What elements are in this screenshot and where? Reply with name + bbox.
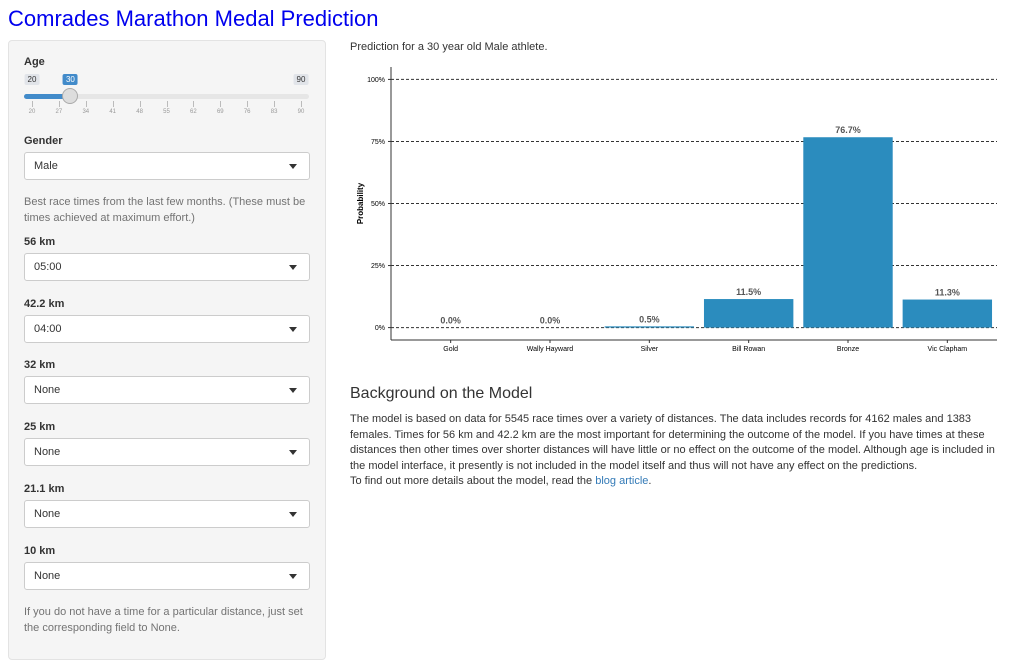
field-label: 21.1 km (24, 483, 65, 495)
field-value: None (34, 508, 61, 520)
field-select[interactable]: None (24, 438, 310, 466)
gender-select[interactable]: Male (24, 152, 310, 180)
field-select[interactable]: 05:00 (24, 253, 310, 281)
paragraph: . (648, 475, 652, 488)
y-tick-label: 100% (367, 77, 385, 84)
section-text: The model is based on data for 5545 race… (350, 412, 1002, 490)
slider-tick (58, 101, 60, 107)
gender-value: Male (34, 160, 58, 172)
slider-fill (24, 94, 71, 99)
chart: 0% 25% 50% 75% 100% Probability 0.0% Gold 0.0% Wa… (356, 67, 997, 353)
slider-tick-label: 62 (190, 109, 197, 115)
age-label: Age (24, 56, 45, 68)
slider-tick-label: 90 (297, 109, 305, 115)
value-label: 0.0% (440, 316, 461, 326)
bar (604, 326, 695, 328)
bar (703, 299, 794, 328)
paragraph: The model is based on data for 5545 race… (350, 413, 995, 472)
slider-tick-label: 48 (136, 109, 143, 115)
slider-tick-label: 27 (55, 109, 63, 115)
slider-tick (301, 101, 302, 107)
x-tick-label: Wally Hayward (527, 346, 574, 353)
y-tick-label: 0% (375, 325, 385, 332)
slider-tick (247, 101, 249, 107)
sidebar-footnote: If you do not have a time for a particul… (24, 606, 303, 634)
slider-track (24, 94, 309, 99)
field-value: None (34, 446, 61, 458)
slider-tick-label: 34 (82, 109, 90, 115)
value-label: 0.0% (540, 316, 561, 326)
slider-max: 90 (293, 74, 309, 85)
field-select[interactable]: 04:00 (24, 315, 310, 343)
sidebar-panel (8, 40, 326, 660)
gender-label: Gender (24, 135, 63, 147)
field-select[interactable]: None (24, 562, 310, 590)
field-value: None (34, 570, 61, 582)
slider-tick-label: 69 (216, 109, 224, 115)
value-label: 76.7% (835, 125, 861, 135)
slider-knob[interactable] (62, 88, 79, 104)
app-title: Comrades Marathon Medal Prediction (8, 6, 379, 31)
blog-link[interactable]: blog article (595, 475, 649, 488)
x-tick-label: Bronze (837, 346, 859, 353)
slider-tick (85, 101, 87, 107)
bar (803, 137, 893, 328)
slider-value: 30 (62, 74, 78, 85)
slider-tick (274, 101, 276, 107)
bar (902, 299, 993, 328)
slider-min: 20 (24, 74, 40, 85)
field-label: 25 km (24, 421, 56, 433)
value-label: 0.5% (639, 314, 660, 324)
field-label: 32 km (24, 359, 56, 371)
sidebar-note: Best race times from the last few months… (24, 196, 306, 224)
x-tick-label: Vic Clapham (928, 346, 968, 353)
slider-tick (166, 101, 168, 107)
slider-tick-label: 20 (28, 109, 36, 115)
slider-tick-label: 55 (163, 109, 170, 115)
x-tick-label: Bill Rowan (732, 346, 765, 353)
field-label: 56 km (24, 236, 56, 248)
field-select[interactable]: None (24, 500, 310, 528)
field-label: 42.2 km (24, 298, 65, 310)
slider-tick (220, 101, 222, 107)
paragraph: To find out more details about the model… (350, 475, 596, 488)
value-label: 11.5% (736, 287, 761, 297)
slider-tick-label: 83 (270, 109, 278, 115)
x-tick-label: Gold (443, 346, 458, 353)
y-tick-label: 25% (371, 263, 385, 270)
field-select[interactable]: None (24, 376, 310, 404)
field-label: 10 km (24, 545, 56, 557)
y-axis-label: Probability (356, 182, 365, 224)
field-value: 05:00 (34, 261, 62, 273)
slider-tick-label: 41 (109, 109, 117, 115)
x-tick-label: Silver (641, 346, 659, 353)
field-value: None (34, 384, 61, 396)
value-label: 11.3% (935, 288, 960, 298)
field-value: 04:00 (34, 323, 62, 335)
prediction-text: Prediction for a 30 year old Male athlet… (350, 41, 548, 53)
slider-tick (139, 101, 141, 107)
y-tick-label: 75% (371, 139, 385, 146)
section-title: Background on the Model (350, 385, 533, 402)
slider-tick-label: 76 (243, 109, 251, 115)
y-tick-label: 50% (371, 201, 385, 208)
slider-tick (112, 101, 114, 107)
slider-tick (32, 101, 33, 107)
slider-tick (193, 101, 195, 107)
